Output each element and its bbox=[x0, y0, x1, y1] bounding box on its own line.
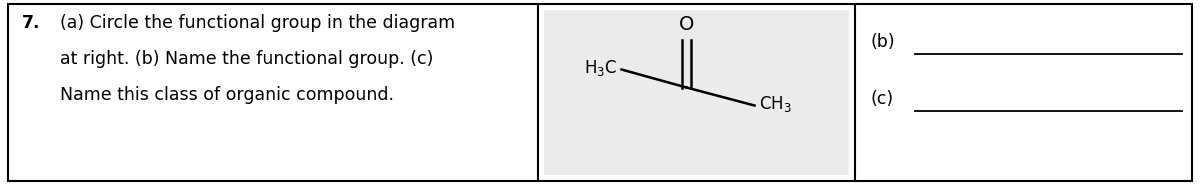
Text: CH$_3$: CH$_3$ bbox=[760, 93, 792, 114]
Text: 7.: 7. bbox=[22, 14, 41, 32]
Text: at right. (b) Name the functional group. (c): at right. (b) Name the functional group.… bbox=[60, 50, 433, 68]
Bar bbox=[545, 10, 848, 175]
Text: (a) Circle the functional group in the diagram: (a) Circle the functional group in the d… bbox=[60, 14, 455, 32]
Text: Name this class of organic compound.: Name this class of organic compound. bbox=[60, 86, 394, 104]
Text: H$_3$C: H$_3$C bbox=[584, 58, 618, 78]
Text: (c): (c) bbox=[870, 90, 894, 108]
Text: (b): (b) bbox=[870, 33, 895, 51]
Text: O: O bbox=[679, 16, 694, 34]
